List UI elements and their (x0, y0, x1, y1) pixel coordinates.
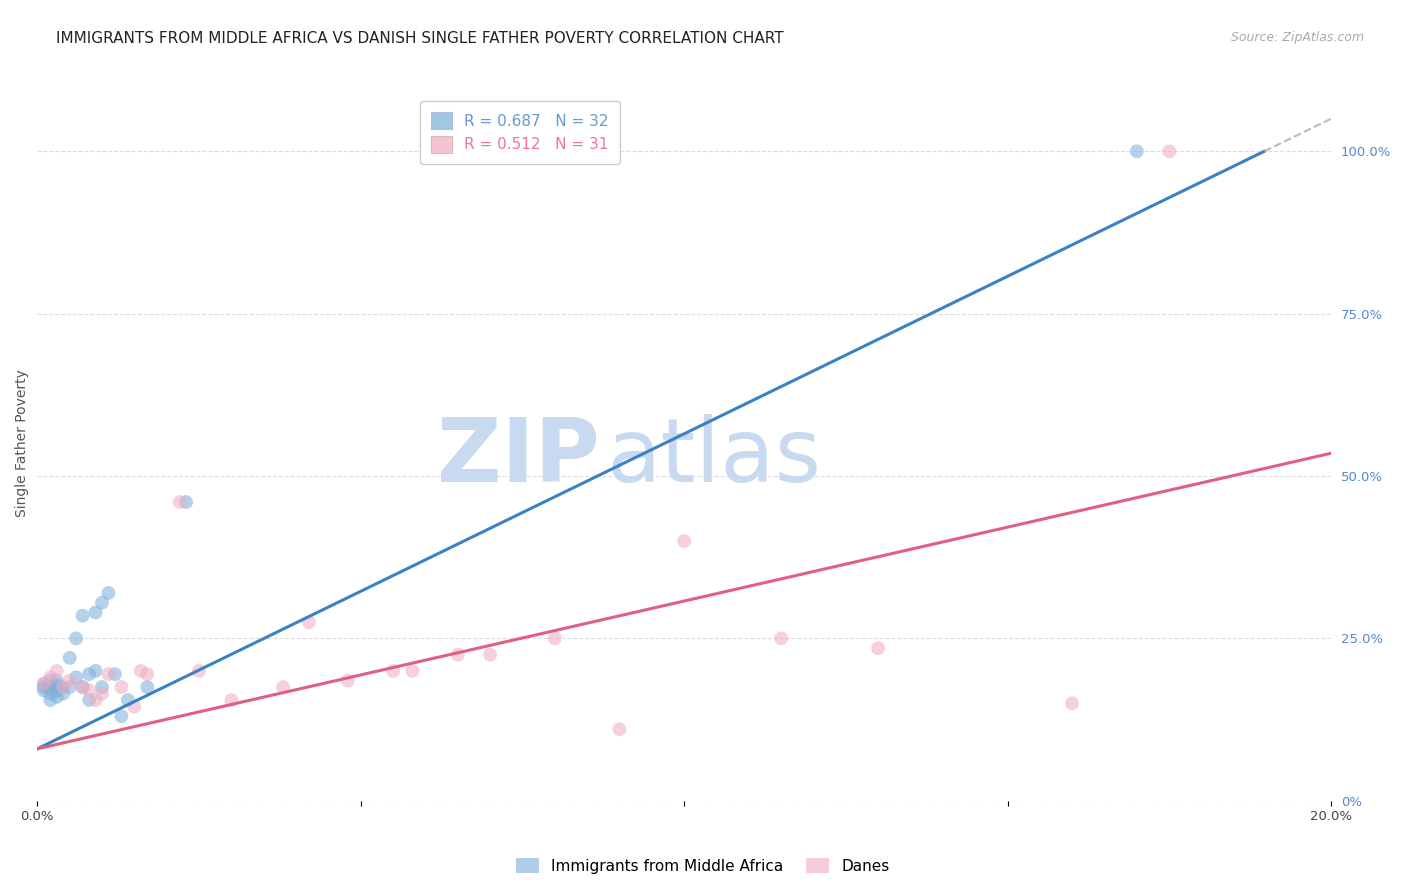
Point (609, 723, 631, 737)
Point (45, 678, 67, 692)
Point (544, 632, 567, 646)
Point (84, 606, 107, 620)
Point (52, 680, 75, 694)
Text: ZIP: ZIP (437, 415, 600, 501)
Point (84, 664, 107, 678)
Point (65, 670, 87, 684)
Point (401, 664, 423, 678)
Point (479, 648, 502, 662)
Point (84, 693, 107, 707)
Point (110, 709, 132, 723)
Point (110, 680, 132, 694)
Point (39, 673, 62, 688)
Point (1126, 145, 1149, 159)
Point (77, 693, 100, 707)
Point (72, 680, 94, 694)
Legend: R = 0.687   N = 32, R = 0.512   N = 31: R = 0.687 N = 32, R = 0.512 N = 31 (420, 101, 620, 164)
Point (868, 641, 890, 656)
Point (124, 699, 146, 714)
Point (97, 586, 120, 600)
Point (770, 632, 793, 646)
Point (39, 687, 62, 701)
Point (72, 680, 94, 694)
Point (65, 632, 87, 646)
Point (39, 670, 62, 684)
Point (298, 615, 321, 629)
Point (673, 533, 696, 548)
Point (32, 677, 55, 691)
Point (169, 495, 191, 509)
Point (91, 680, 114, 694)
Point (117, 693, 139, 707)
Point (45, 690, 67, 704)
Point (91, 687, 114, 701)
Point (32, 683, 55, 698)
Point (188, 664, 211, 678)
Legend: Immigrants from Middle Africa, Danes: Immigrants from Middle Africa, Danes (510, 852, 896, 880)
Point (77, 667, 100, 681)
Point (382, 664, 405, 678)
Point (59, 680, 82, 694)
Point (1062, 696, 1084, 710)
Point (1159, 145, 1181, 159)
Point (136, 680, 159, 694)
Point (221, 693, 243, 707)
Point (447, 648, 470, 662)
Point (39, 693, 62, 707)
Text: atlas: atlas (606, 415, 821, 501)
Text: Source: ZipAtlas.com: Source: ZipAtlas.com (1230, 31, 1364, 45)
Point (77, 683, 100, 698)
Point (104, 667, 127, 681)
Point (174, 495, 197, 509)
Point (136, 667, 159, 681)
Point (91, 596, 114, 610)
Point (45, 664, 67, 678)
Point (271, 680, 294, 694)
Point (39, 680, 62, 694)
Point (59, 673, 82, 688)
Point (129, 664, 152, 678)
Point (59, 651, 82, 665)
Point (52, 680, 75, 694)
Point (32, 680, 55, 694)
Point (45, 683, 67, 698)
Y-axis label: Single Father Poverty: Single Father Poverty (15, 369, 30, 517)
Point (45, 673, 67, 688)
Text: IMMIGRANTS FROM MIDDLE AFRICA VS DANISH SINGLE FATHER POVERTY CORRELATION CHART: IMMIGRANTS FROM MIDDLE AFRICA VS DANISH … (56, 31, 785, 46)
Point (52, 687, 75, 701)
Point (32, 677, 55, 691)
Point (97, 667, 120, 681)
Point (72, 608, 94, 623)
Point (336, 673, 359, 688)
